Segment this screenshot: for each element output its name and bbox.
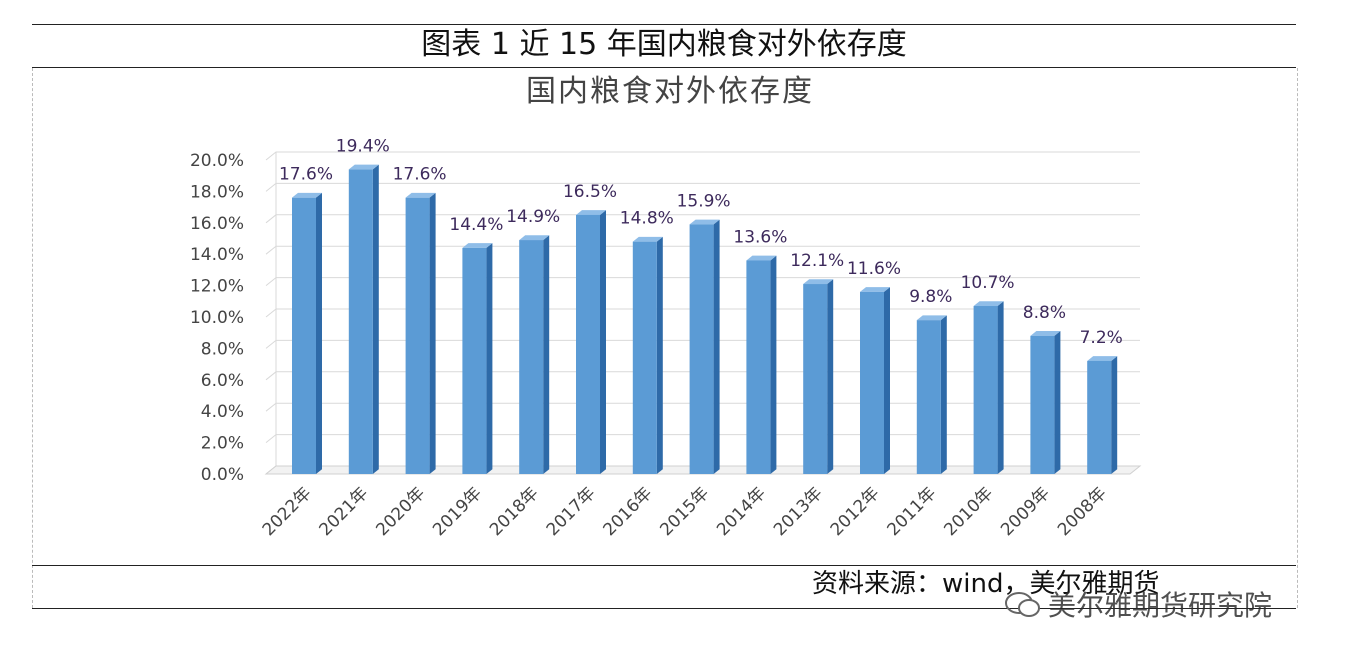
- chart-frame: [32, 68, 1298, 608]
- bar: [519, 235, 550, 474]
- x-axis-ticks: 2022年 2021年 2020年 2019年 2018年 2017年 2016年 2015年…: [259, 483, 1111, 540]
- data-label: 13.6%: [733, 227, 787, 247]
- bars: [292, 164, 1118, 475]
- data-label: 16.5%: [563, 182, 617, 202]
- y-axis-ticks: 0.0% 2.0% 4.0% 6.0% 8.0% 10.0% 12.0% 14.0% 16.0%…: [190, 151, 244, 485]
- x-tick-label: 2014年: [713, 483, 770, 540]
- bar: [1087, 356, 1118, 474]
- data-label: 12.1%: [790, 251, 844, 271]
- bar: [973, 301, 1004, 474]
- bar: [746, 255, 777, 474]
- y-tick-label: 18.0%: [190, 182, 244, 202]
- data-labels: 17.6%19.4%17.6% 14.4% 14.9%16.5%14.8%15.9%…: [279, 136, 1123, 348]
- x-tick-label: 2009年: [997, 483, 1054, 540]
- x-tick-label: 2010年: [940, 483, 997, 540]
- x-tick-label: 2017年: [543, 483, 600, 540]
- x-tick-label: 2018年: [486, 483, 543, 540]
- data-label: 17.6%: [393, 165, 447, 185]
- y-tick-label: 6.0%: [201, 371, 244, 391]
- bar: [803, 279, 834, 474]
- x-tick-label: 2016年: [600, 483, 657, 540]
- source-top-rule: [32, 565, 1296, 566]
- data-label: 14.9%: [506, 207, 560, 227]
- source-bottom-rule: [32, 608, 1296, 609]
- bar: [405, 192, 436, 474]
- watermark-text: 美尔雅期货研究院: [1048, 589, 1273, 622]
- y-tick-label: 2.0%: [201, 434, 244, 454]
- x-tick-label: 2011年: [884, 483, 941, 540]
- y-tick-label: 0.0%: [201, 465, 244, 485]
- bar: [1030, 331, 1061, 474]
- bar: [689, 219, 720, 474]
- bar: [576, 210, 606, 474]
- wechat-icon: [1005, 592, 1040, 617]
- y-tick-label: 4.0%: [201, 402, 244, 422]
- y-tick-label: 10.0%: [190, 308, 244, 328]
- bar: [462, 243, 493, 474]
- x-tick-label: 2008年: [1054, 483, 1111, 540]
- y-tick-label: 20.0%: [190, 151, 244, 171]
- caption-top-rule: [32, 24, 1296, 25]
- gridline: [265, 151, 1140, 161]
- caption-bottom-rule: [32, 67, 1296, 68]
- y-tick-label: 14.0%: [190, 245, 244, 265]
- y-tick-label: 8.0%: [201, 339, 244, 359]
- bar: [916, 315, 947, 474]
- data-label: 11.6%: [847, 259, 901, 279]
- figure-caption: 图表 1 近 15 年国内粮食对外依存度: [421, 27, 907, 62]
- bar: [292, 192, 322, 474]
- data-label: 19.4%: [336, 136, 390, 156]
- y-tick-label: 16.0%: [190, 214, 244, 234]
- y-tick-label: 12.0%: [190, 277, 244, 297]
- data-label: 14.8%: [620, 209, 674, 229]
- data-label: 10.7%: [961, 273, 1015, 293]
- chart-title: 国内粮食对外依存度: [526, 74, 814, 109]
- x-tick-label: 2012年: [827, 483, 884, 540]
- x-tick-label: 2020年: [372, 483, 429, 540]
- data-label: 8.8%: [1023, 303, 1066, 323]
- data-label: 7.2%: [1080, 328, 1123, 348]
- data-label: 15.9%: [677, 191, 731, 211]
- bar: [348, 164, 379, 475]
- bar: [860, 287, 890, 474]
- data-label: 17.6%: [279, 165, 333, 185]
- source-note: 资料来源：wind，美尔雅期货: [812, 569, 1160, 599]
- data-label: 9.8%: [909, 287, 952, 307]
- x-tick-label: 2015年: [656, 483, 713, 540]
- x-tick-label: 2021年: [316, 483, 373, 540]
- x-tick-label: 2019年: [429, 483, 486, 540]
- data-label: 14.4%: [449, 215, 503, 235]
- x-tick-label: 2022年: [259, 483, 316, 540]
- bar: [632, 236, 663, 474]
- x-tick-label: 2013年: [770, 483, 827, 540]
